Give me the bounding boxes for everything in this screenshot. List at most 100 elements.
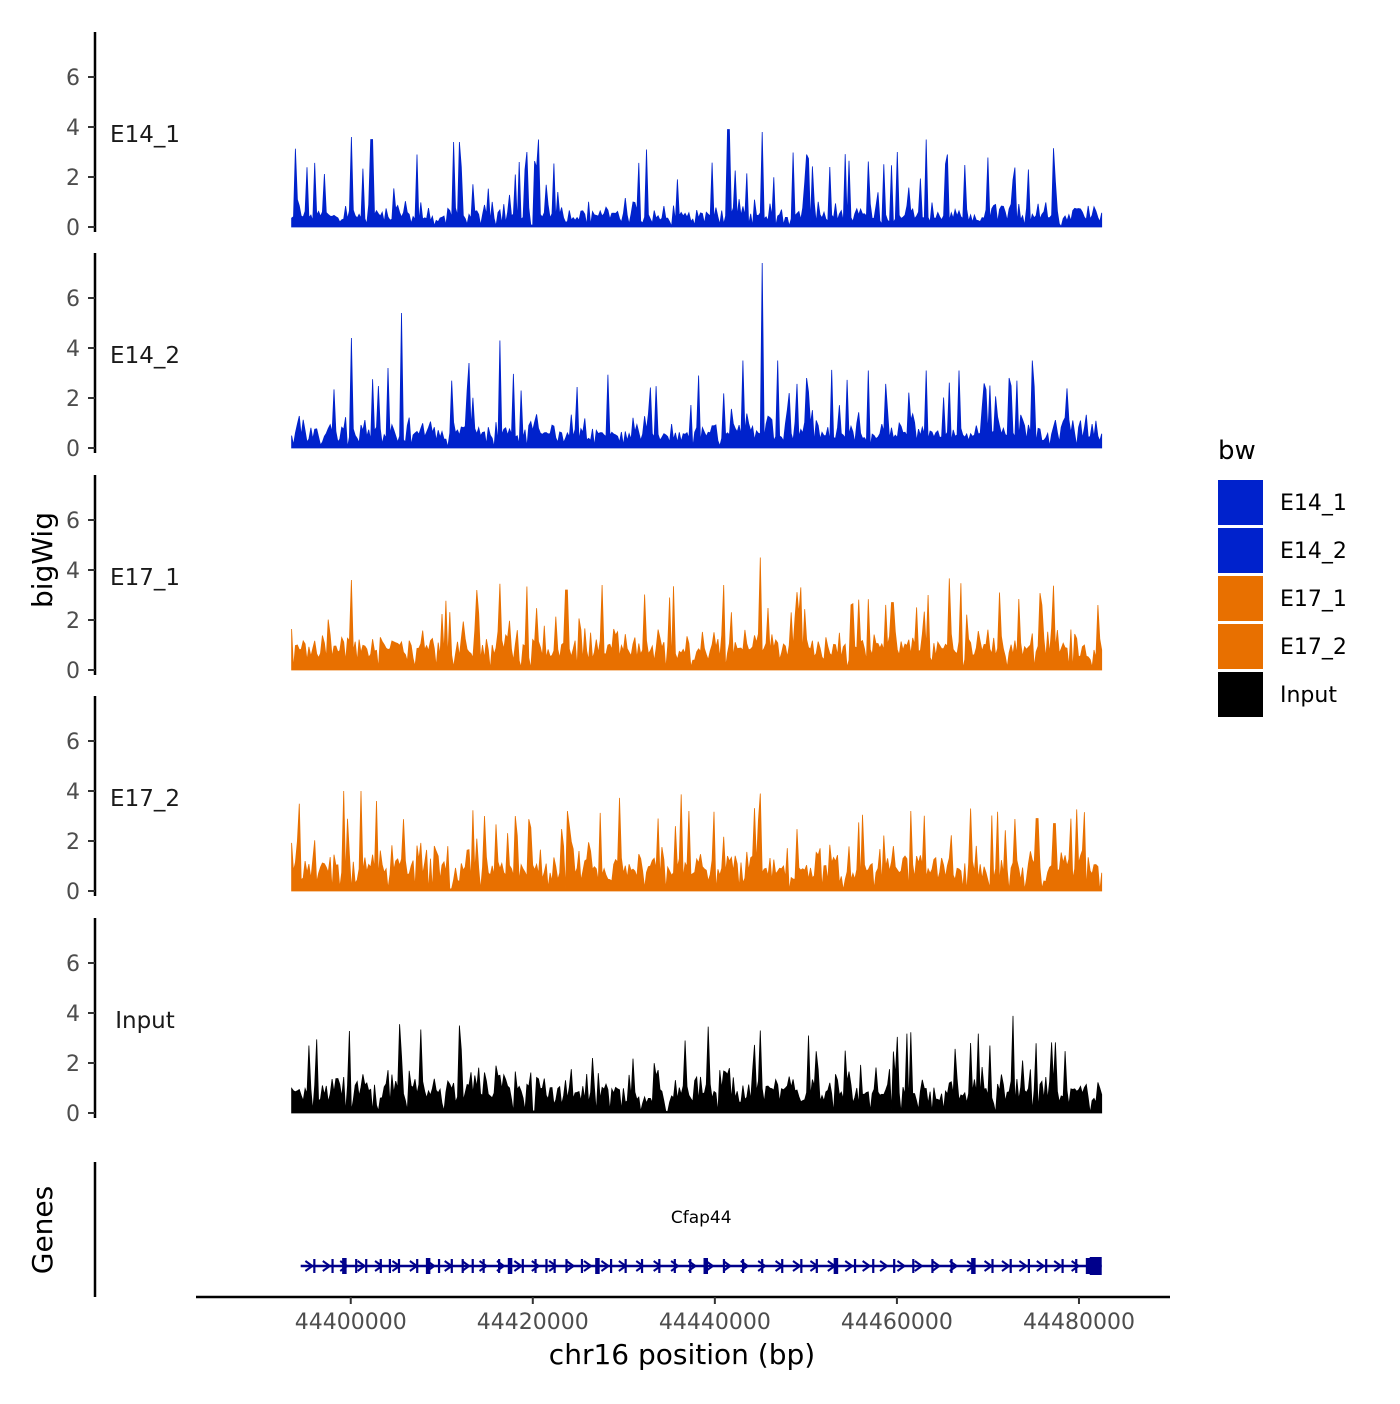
exon	[580, 1259, 584, 1273]
y-tick-label: 6	[66, 730, 80, 755]
strand-arrow	[705, 1260, 715, 1272]
signal-area-e14-1	[291, 129, 1103, 228]
strand-arrow	[862, 1260, 872, 1272]
strand-arrow	[1001, 1260, 1011, 1272]
legend-swatch-input	[1218, 672, 1263, 717]
exon	[1009, 1259, 1012, 1273]
track-label: E14_2	[110, 343, 180, 369]
strand-arrow	[844, 1260, 854, 1272]
y-tick-label: 6	[66, 952, 80, 977]
exon	[498, 1259, 501, 1273]
strand-arrow	[1036, 1260, 1046, 1272]
y-tick-label: 6	[66, 287, 80, 312]
exon	[800, 1259, 803, 1273]
exon	[1089, 1257, 1102, 1275]
strand-arrow	[914, 1260, 924, 1272]
y-tick-label: 4	[66, 116, 80, 141]
strand-arrow	[722, 1260, 733, 1272]
strand-arrow	[653, 1260, 663, 1272]
exon	[853, 1259, 857, 1273]
y-tick-label: 0	[66, 880, 80, 905]
strand-arrow	[374, 1260, 384, 1272]
y-tick-label: 0	[66, 437, 80, 462]
exon	[437, 1259, 441, 1273]
exon	[872, 1259, 875, 1273]
legend-label: E17_1	[1280, 587, 1347, 612]
exon	[461, 1259, 464, 1273]
signal-area-e17-2	[291, 790, 1103, 892]
strand-arrow	[896, 1260, 907, 1272]
strand-arrow	[1053, 1260, 1063, 1272]
legend-swatch-e17-2	[1218, 624, 1263, 669]
y-tick-label: 2	[66, 1052, 80, 1077]
exon	[931, 1259, 934, 1273]
strand-arrow	[548, 1260, 558, 1272]
exon	[912, 1259, 915, 1273]
track-label: E17_1	[110, 565, 180, 591]
track-label: E17_2	[110, 786, 180, 812]
exon	[342, 1258, 347, 1274]
y-tick-label: 4	[66, 337, 80, 362]
exon	[761, 1259, 764, 1273]
exon	[722, 1259, 726, 1273]
strand-arrow	[1071, 1260, 1081, 1272]
y-axis-title: bigWig	[26, 512, 59, 608]
exon	[971, 1258, 976, 1274]
exon	[482, 1259, 485, 1273]
track-label: Input	[115, 1008, 175, 1034]
strand-arrow	[566, 1260, 576, 1272]
exon	[833, 1258, 839, 1274]
x-axis: 44400000 44420000 44440000 44460000 44480000	[196, 1295, 1170, 1335]
strand-arrow	[931, 1260, 942, 1272]
legend-swatch-e17-1	[1218, 576, 1263, 621]
strand-arrow	[792, 1260, 802, 1272]
exon	[313, 1259, 316, 1273]
strand-arrow	[513, 1260, 524, 1272]
strand-arrow	[478, 1260, 489, 1272]
bigwig-tracks: 0 2 4 6 E14_1 0 2 4 6 E14_2 0 2 4 6 E17_1 0 2 4 6 E17_2 0 2 4 6…	[66, 32, 1103, 1127]
signal-area-input	[291, 1015, 1103, 1114]
legend-swatch-e14-1	[1218, 480, 1263, 525]
genes-track: Cfap44	[93, 1162, 1102, 1297]
strand-arrow	[670, 1260, 680, 1272]
exon	[534, 1259, 537, 1273]
track-label: E14_1	[110, 122, 180, 148]
legend: bw E14_1 E14_2 E17_1 E17_2 Input	[1218, 436, 1347, 717]
exon	[565, 1259, 568, 1273]
signal-area-e14-2	[291, 262, 1103, 449]
y-tick-label: 4	[66, 1002, 80, 1027]
y-tick-label: 0	[66, 1102, 80, 1127]
exon	[703, 1258, 709, 1274]
exon	[425, 1258, 431, 1274]
exon	[331, 1259, 334, 1273]
y-tick-label: 4	[66, 559, 80, 584]
y-tick-label: 0	[66, 659, 80, 684]
exon	[450, 1259, 453, 1273]
x-tick-label: 44480000	[1023, 1310, 1135, 1335]
exon	[1075, 1259, 1078, 1273]
exon	[1045, 1259, 1048, 1273]
y-tick-label: 6	[66, 509, 80, 534]
legend-swatch-e14-2	[1218, 528, 1263, 573]
strand-arrow	[600, 1260, 611, 1272]
strand-arrow	[322, 1260, 332, 1272]
strand-arrow	[531, 1260, 541, 1272]
gene-name-label: Cfap44	[671, 1208, 732, 1228]
legend-label: E14_2	[1280, 539, 1347, 564]
exon	[658, 1259, 661, 1273]
strand-arrow	[879, 1260, 889, 1272]
legend-title: bw	[1218, 436, 1256, 466]
y-tick-label: 2	[66, 830, 80, 855]
exon	[545, 1259, 548, 1273]
strand-arrow	[757, 1260, 767, 1272]
exon	[553, 1259, 556, 1273]
exon	[950, 1259, 953, 1273]
exon	[416, 1259, 419, 1273]
exon	[397, 1259, 401, 1273]
exon	[379, 1259, 382, 1273]
exon	[624, 1259, 627, 1273]
exon	[640, 1259, 644, 1273]
exon	[595, 1258, 600, 1274]
